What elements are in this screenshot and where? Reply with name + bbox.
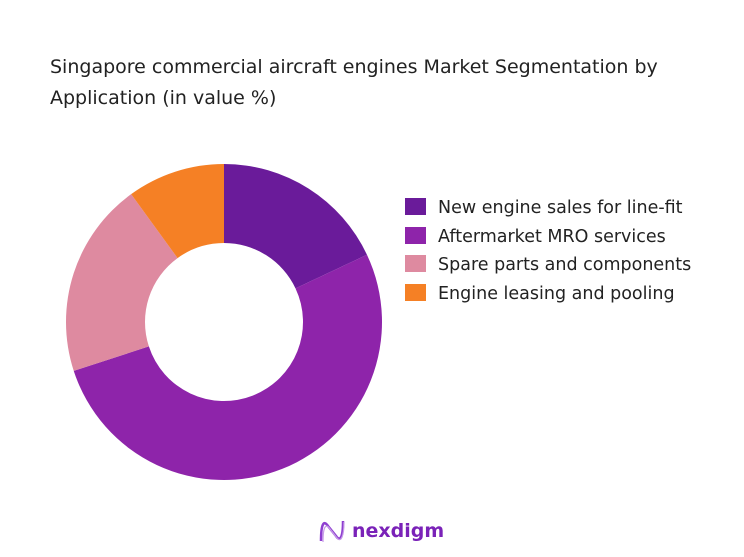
legend-label: Aftermarket MRO services [438,226,666,247]
legend: New engine sales for line-fit Aftermarket… [405,194,725,308]
donut-slice-4 [131,164,224,259]
legend-swatch [405,283,426,301]
logo-text: nexdigm [352,520,445,542]
legend-label: Spare parts and components [438,255,692,275]
legend-label: New engine sales for line-fit [438,198,683,218]
donut-slice-2 [73,254,382,480]
nexdigm-logo-icon [319,520,345,543]
legend-item: Aftermarket MRO services [405,223,725,252]
legend-swatch [405,255,426,272]
legend-swatch [405,226,426,244]
donut-slice-3 [65,194,178,371]
legend-swatch [405,198,426,215]
chart-title: Singapore commercial aircraft engines Ma… [50,56,658,109]
donut-slice-1 [224,164,367,289]
legend-item: New engine sales for line-fit [405,194,725,223]
legend-label: Engine leasing and pooling [438,283,675,304]
legend-item: Spare parts and components [405,251,725,280]
legend-item: Engine leasing and pooling [405,280,725,309]
nexdigm-logo: nexdigm [318,518,444,544]
